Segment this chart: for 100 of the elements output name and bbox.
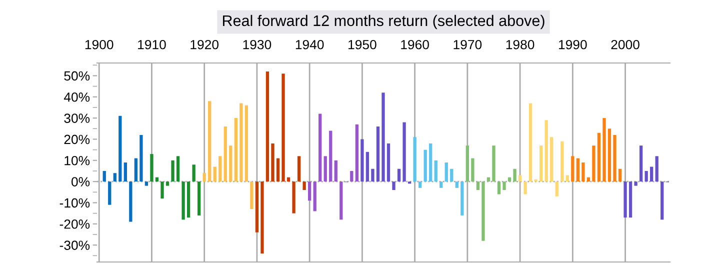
bar [382,92,385,182]
x-tick-label: 1930 [243,40,272,50]
bar [260,182,264,254]
bar [250,182,254,210]
bar [144,182,148,186]
bar [586,177,590,182]
bar [618,168,622,182]
bar [355,124,359,182]
bar [571,156,574,182]
bar [129,182,132,222]
bar [418,182,422,188]
bar [166,182,170,186]
x-tick-label: 1920 [190,40,218,50]
bar [566,175,569,182]
bar [444,162,448,182]
bar [450,168,454,182]
bar [198,182,201,216]
bar [613,134,616,182]
bar [176,156,180,182]
bar [602,118,606,182]
bar [386,143,390,182]
bar [255,182,259,232]
bar [140,134,143,182]
x-tick-label: 1950 [348,40,376,50]
bar [402,122,406,182]
bar [508,177,512,182]
x-tick-label: 1980 [506,40,534,50]
bar [434,160,438,182]
bar [182,182,185,220]
bar [624,182,627,218]
x-tick-label: 1990 [558,40,587,50]
bar [429,143,432,182]
bar [155,177,159,182]
bar [502,182,506,190]
bar [318,114,322,182]
y-tick-label: 20% [64,134,90,144]
bar [118,116,122,182]
bar [528,103,532,182]
bar [313,182,316,212]
bar [229,146,232,182]
bar [524,182,527,194]
bar [302,182,306,190]
bar [592,146,596,182]
bar [650,166,654,182]
bar [497,182,501,194]
bar [276,158,280,182]
bar [340,182,343,220]
bar [360,139,364,182]
y-tick-label: -20% [60,219,90,229]
bar [171,160,174,182]
bar [334,160,338,182]
bar [234,118,238,182]
chart-title: Real forward 12 months return (selected above) [222,14,544,30]
bar [297,156,301,182]
bar [271,143,274,182]
y-tick-label: 0% [72,177,90,186]
bar [424,150,427,182]
x-tick-label: 2000 [611,40,640,50]
bar [371,168,374,182]
bar [218,156,222,182]
bar [660,182,664,220]
bar [150,154,154,182]
bar [292,182,296,214]
bar [460,182,464,216]
x-tick-label: 1900 [85,40,114,50]
bar [476,182,480,190]
bar [482,182,485,241]
bar [608,128,612,182]
bar [634,182,638,186]
bar [113,173,116,182]
y-tick-label: 40% [64,92,90,102]
bar [486,177,490,182]
bar [192,164,196,182]
bar [286,177,290,182]
bar [492,146,496,182]
bar [124,162,127,182]
bar [324,156,327,182]
bar [550,137,554,182]
bar [471,158,474,182]
bar [376,126,380,182]
bar [655,156,658,182]
y-tick-label: -30% [60,240,90,250]
bar [455,182,458,188]
bar [440,182,443,188]
y-tick-label: 10% [64,156,90,166]
bar [329,130,332,182]
x-tick-label: 1940 [296,40,324,50]
bar [644,170,648,182]
bar [186,182,190,218]
bar [308,182,312,201]
bar [240,103,243,182]
bar [513,168,516,182]
bar [350,170,354,182]
bar [582,162,585,182]
y-tick-label: -10% [60,198,90,208]
y-tick-label: 50% [64,71,90,81]
bar [282,74,285,182]
bar [576,158,580,182]
bar [366,152,370,182]
bar [397,168,401,182]
